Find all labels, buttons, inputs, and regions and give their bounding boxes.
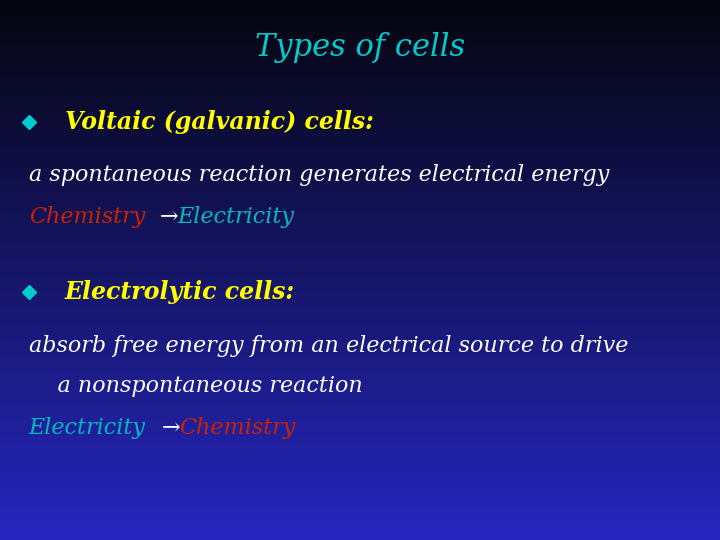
Text: a spontaneous reaction generates electrical energy: a spontaneous reaction generates electri… xyxy=(29,165,609,186)
Text: Chemistry: Chemistry xyxy=(179,417,296,439)
Text: absorb free energy from an electrical source to drive: absorb free energy from an electrical so… xyxy=(29,335,628,356)
Text: Chemistry: Chemistry xyxy=(29,206,145,228)
Text: Electricity: Electricity xyxy=(29,417,145,439)
Text: →: → xyxy=(162,417,181,439)
Text: Electricity: Electricity xyxy=(177,206,294,228)
Text: Electrolytic cells:: Electrolytic cells: xyxy=(65,280,295,303)
Text: →: → xyxy=(160,206,179,228)
Text: a nonspontaneous reaction: a nonspontaneous reaction xyxy=(29,375,363,397)
Text: Voltaic (galvanic) cells:: Voltaic (galvanic) cells: xyxy=(65,110,374,133)
Text: Types of cells: Types of cells xyxy=(255,32,465,63)
